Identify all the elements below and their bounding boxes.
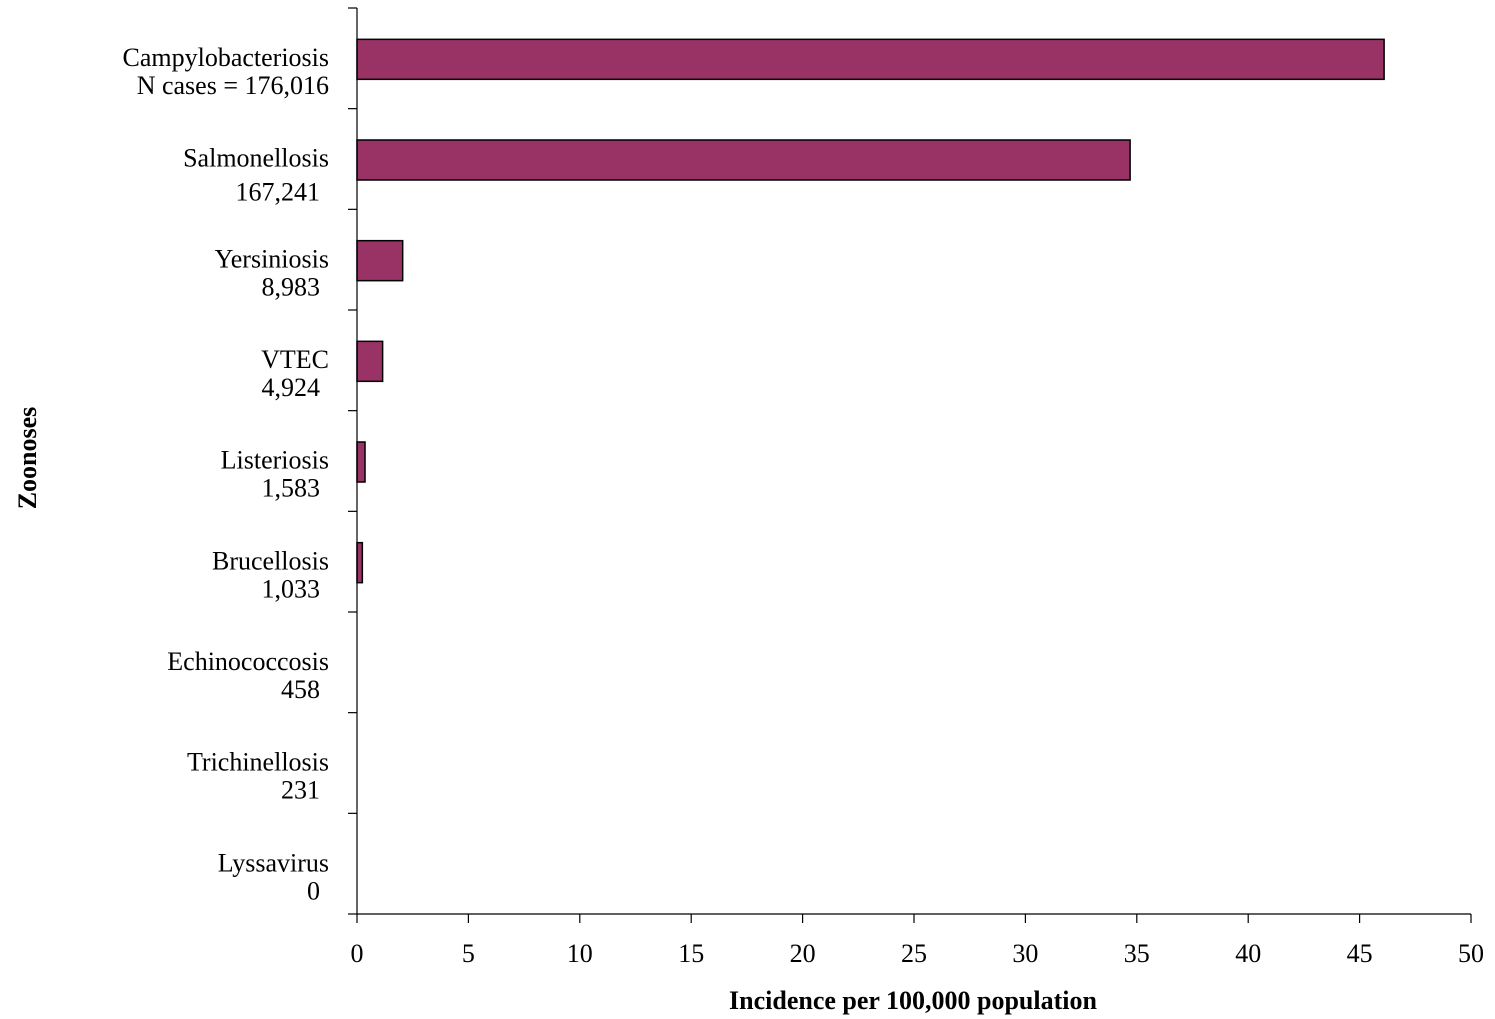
x-tick-label: 30 — [1012, 939, 1038, 968]
category-name-label: Brucellosis — [212, 546, 329, 575]
category-cases-label: 458 — [281, 675, 320, 704]
x-tick-label: 35 — [1124, 939, 1150, 968]
bar-campylobacteriosis — [356, 38, 1385, 81]
x-axis-title: Incidence per 100,000 population — [729, 986, 1097, 1015]
category-name-label: VTEC — [261, 345, 329, 374]
x-tick-label: 45 — [1347, 939, 1373, 968]
y-axis-title: Zoonoses — [13, 407, 42, 510]
category-name-label: Lyssavirus — [218, 848, 329, 877]
category-name-label: Salmonellosis — [183, 144, 329, 173]
x-tick-label: 20 — [790, 939, 816, 968]
x-tick-label: 50 — [1458, 939, 1484, 968]
bar-brucellosis — [356, 541, 364, 584]
category-name-label: Trichinellosis — [187, 748, 329, 777]
x-tick-label: 10 — [567, 939, 593, 968]
x-tick-label: 15 — [678, 939, 704, 968]
x-tick-label: 25 — [901, 939, 927, 968]
category-name-label: Campylobacteriosis — [122, 43, 329, 72]
x-tick-label: 40 — [1235, 939, 1261, 968]
category-name-label: Listeriosis — [221, 446, 329, 475]
bar-yersiniosis — [356, 239, 404, 282]
category-cases-label: 231 — [281, 776, 320, 805]
category-cases-label: 167,241 — [236, 178, 321, 207]
bars-group — [356, 38, 1385, 584]
category-cases-label: 8,983 — [262, 272, 321, 301]
y-ticks-group — [348, 7, 357, 915]
x-tick-label: 0 — [351, 939, 364, 968]
category-name-label: Echinococcosis — [167, 647, 329, 676]
category-cases-label: 1,033 — [262, 574, 321, 603]
bar-listeriosis — [356, 441, 366, 483]
category-cases-label: 4,924 — [262, 373, 321, 402]
category-cases-label: 0 — [307, 876, 320, 905]
bar-salmonellosis — [356, 139, 1131, 181]
x-ticks-group: 0 5 10 15 20 25 30 35 40 45 50 — [351, 914, 1484, 968]
category-cases-label: 1,583 — [262, 474, 321, 503]
x-tick-label: 5 — [462, 939, 475, 968]
category-cases-label: N cases = 176,016 — [137, 71, 329, 100]
category-name-label: Yersiniosis — [215, 244, 329, 273]
bar-vtec — [356, 340, 384, 383]
